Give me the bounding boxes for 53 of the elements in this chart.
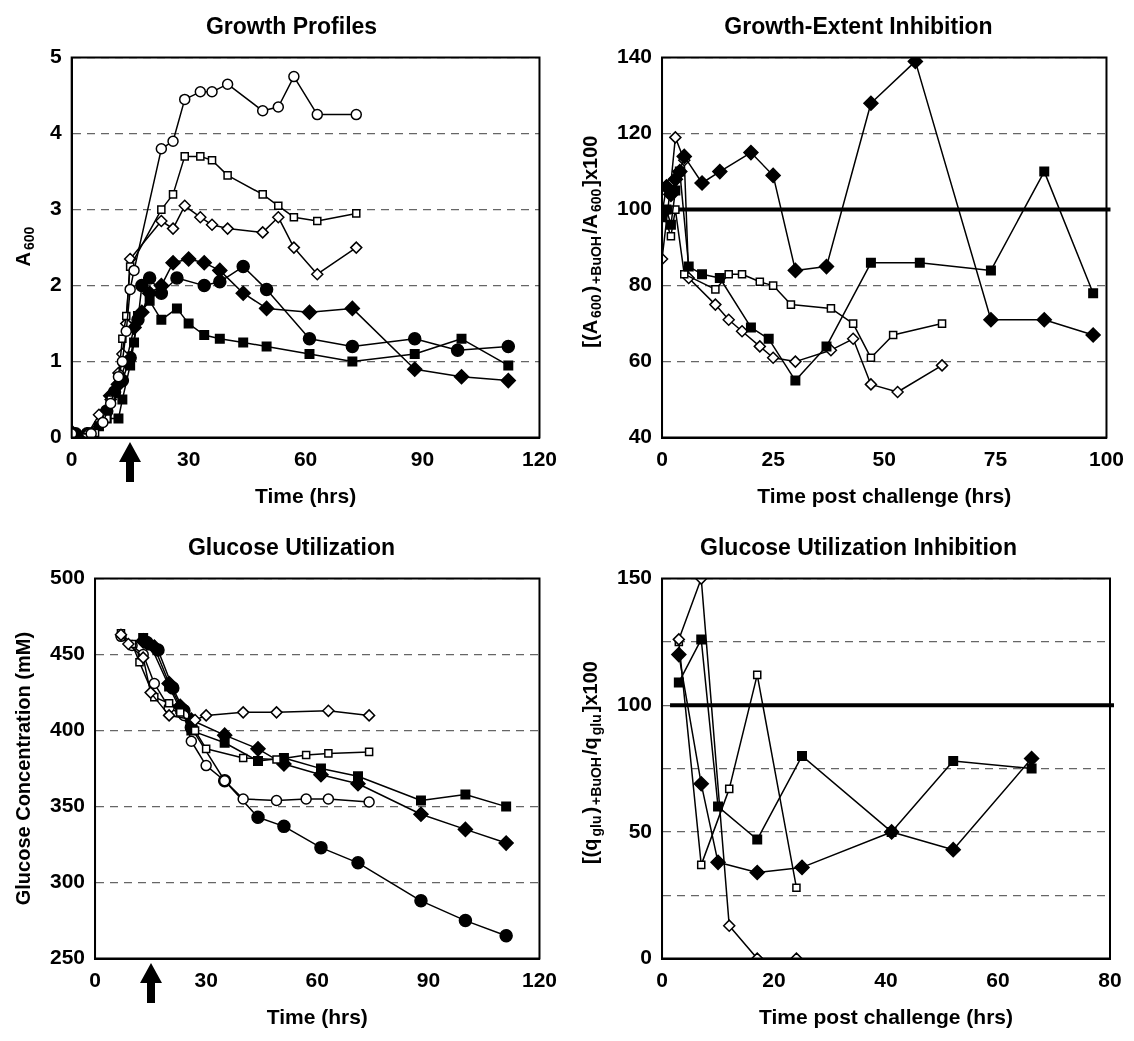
x-tick-label: 80	[1098, 968, 1122, 991]
x-tick-label: 50	[872, 447, 896, 470]
y-tick-label: 100	[616, 196, 653, 220]
y-tick-label: 350	[49, 793, 86, 817]
x-tick-label: 20	[762, 968, 786, 991]
x-tick-label: 0	[89, 968, 101, 991]
x-tick-label: 120	[521, 447, 557, 470]
y-tick-label: 450	[49, 641, 86, 665]
x-tick-label: 0	[656, 968, 668, 991]
x-tick-label: 100	[1088, 447, 1124, 470]
x-tick-label: 30	[194, 968, 218, 991]
y-tick-label: 60	[628, 348, 653, 372]
chart-title: Glucose Utilization Inhibition	[700, 534, 1017, 561]
y-tick-label: 4	[49, 120, 62, 144]
y-tick-label: 40	[628, 424, 653, 448]
x-axis-title: Time (hrs)	[266, 1005, 368, 1029]
x-axis-title: Time post challenge (hrs)	[757, 484, 1012, 508]
x-tick-label: 60	[305, 968, 329, 991]
x-tick-label: 30	[176, 447, 201, 470]
y-tick-label: 3	[49, 196, 62, 220]
x-axis-title: Time post challenge (hrs)	[759, 1005, 1014, 1029]
x-tick-label: 90	[410, 447, 435, 470]
y-tick-label: 120	[616, 120, 653, 144]
y-tick-label: 0	[49, 424, 62, 448]
y-axis-title: Glucose Concentration (mM)	[11, 631, 34, 906]
y-tick-label: 1	[49, 348, 62, 372]
y-tick-label: 500	[49, 565, 86, 589]
chart-title: Glucose Utilization	[187, 534, 396, 561]
y-tick-label: 5	[49, 44, 62, 68]
x-tick-label: 60	[293, 447, 318, 470]
x-tick-label: 25	[761, 447, 786, 470]
x-tick-label: 75	[983, 447, 1008, 470]
y-tick-label: 80	[628, 272, 653, 296]
y-tick-label: 150	[616, 565, 653, 589]
y-tick-label: 400	[49, 717, 86, 741]
y-tick-label: 50	[628, 818, 653, 842]
x-tick-label: 40	[874, 968, 898, 991]
y-tick-label: 300	[49, 869, 86, 893]
y-axis-title: [(qglu)+BuOH/qglu]x100	[578, 661, 604, 865]
chart-title: Growth-Extent Inhibition	[724, 13, 993, 40]
y-tick-label: 140	[616, 44, 653, 68]
x-tick-label: 0	[656, 447, 668, 470]
y-tick-label: 100	[616, 692, 653, 716]
y-tick-label: 0	[640, 945, 653, 969]
chart-title: Growth Profiles	[205, 13, 378, 40]
x-tick-label: 90	[416, 968, 441, 991]
y-axis-title: A600	[11, 226, 37, 267]
y-axis-title: [(A600)+BuOH/A600]x100	[578, 135, 604, 348]
x-tick-label: 120	[521, 968, 557, 991]
x-axis-title: Time (hrs)	[255, 484, 357, 508]
y-tick-label: 2	[49, 272, 62, 296]
x-tick-label: 60	[986, 968, 1010, 991]
y-tick-label: 250	[49, 945, 86, 969]
